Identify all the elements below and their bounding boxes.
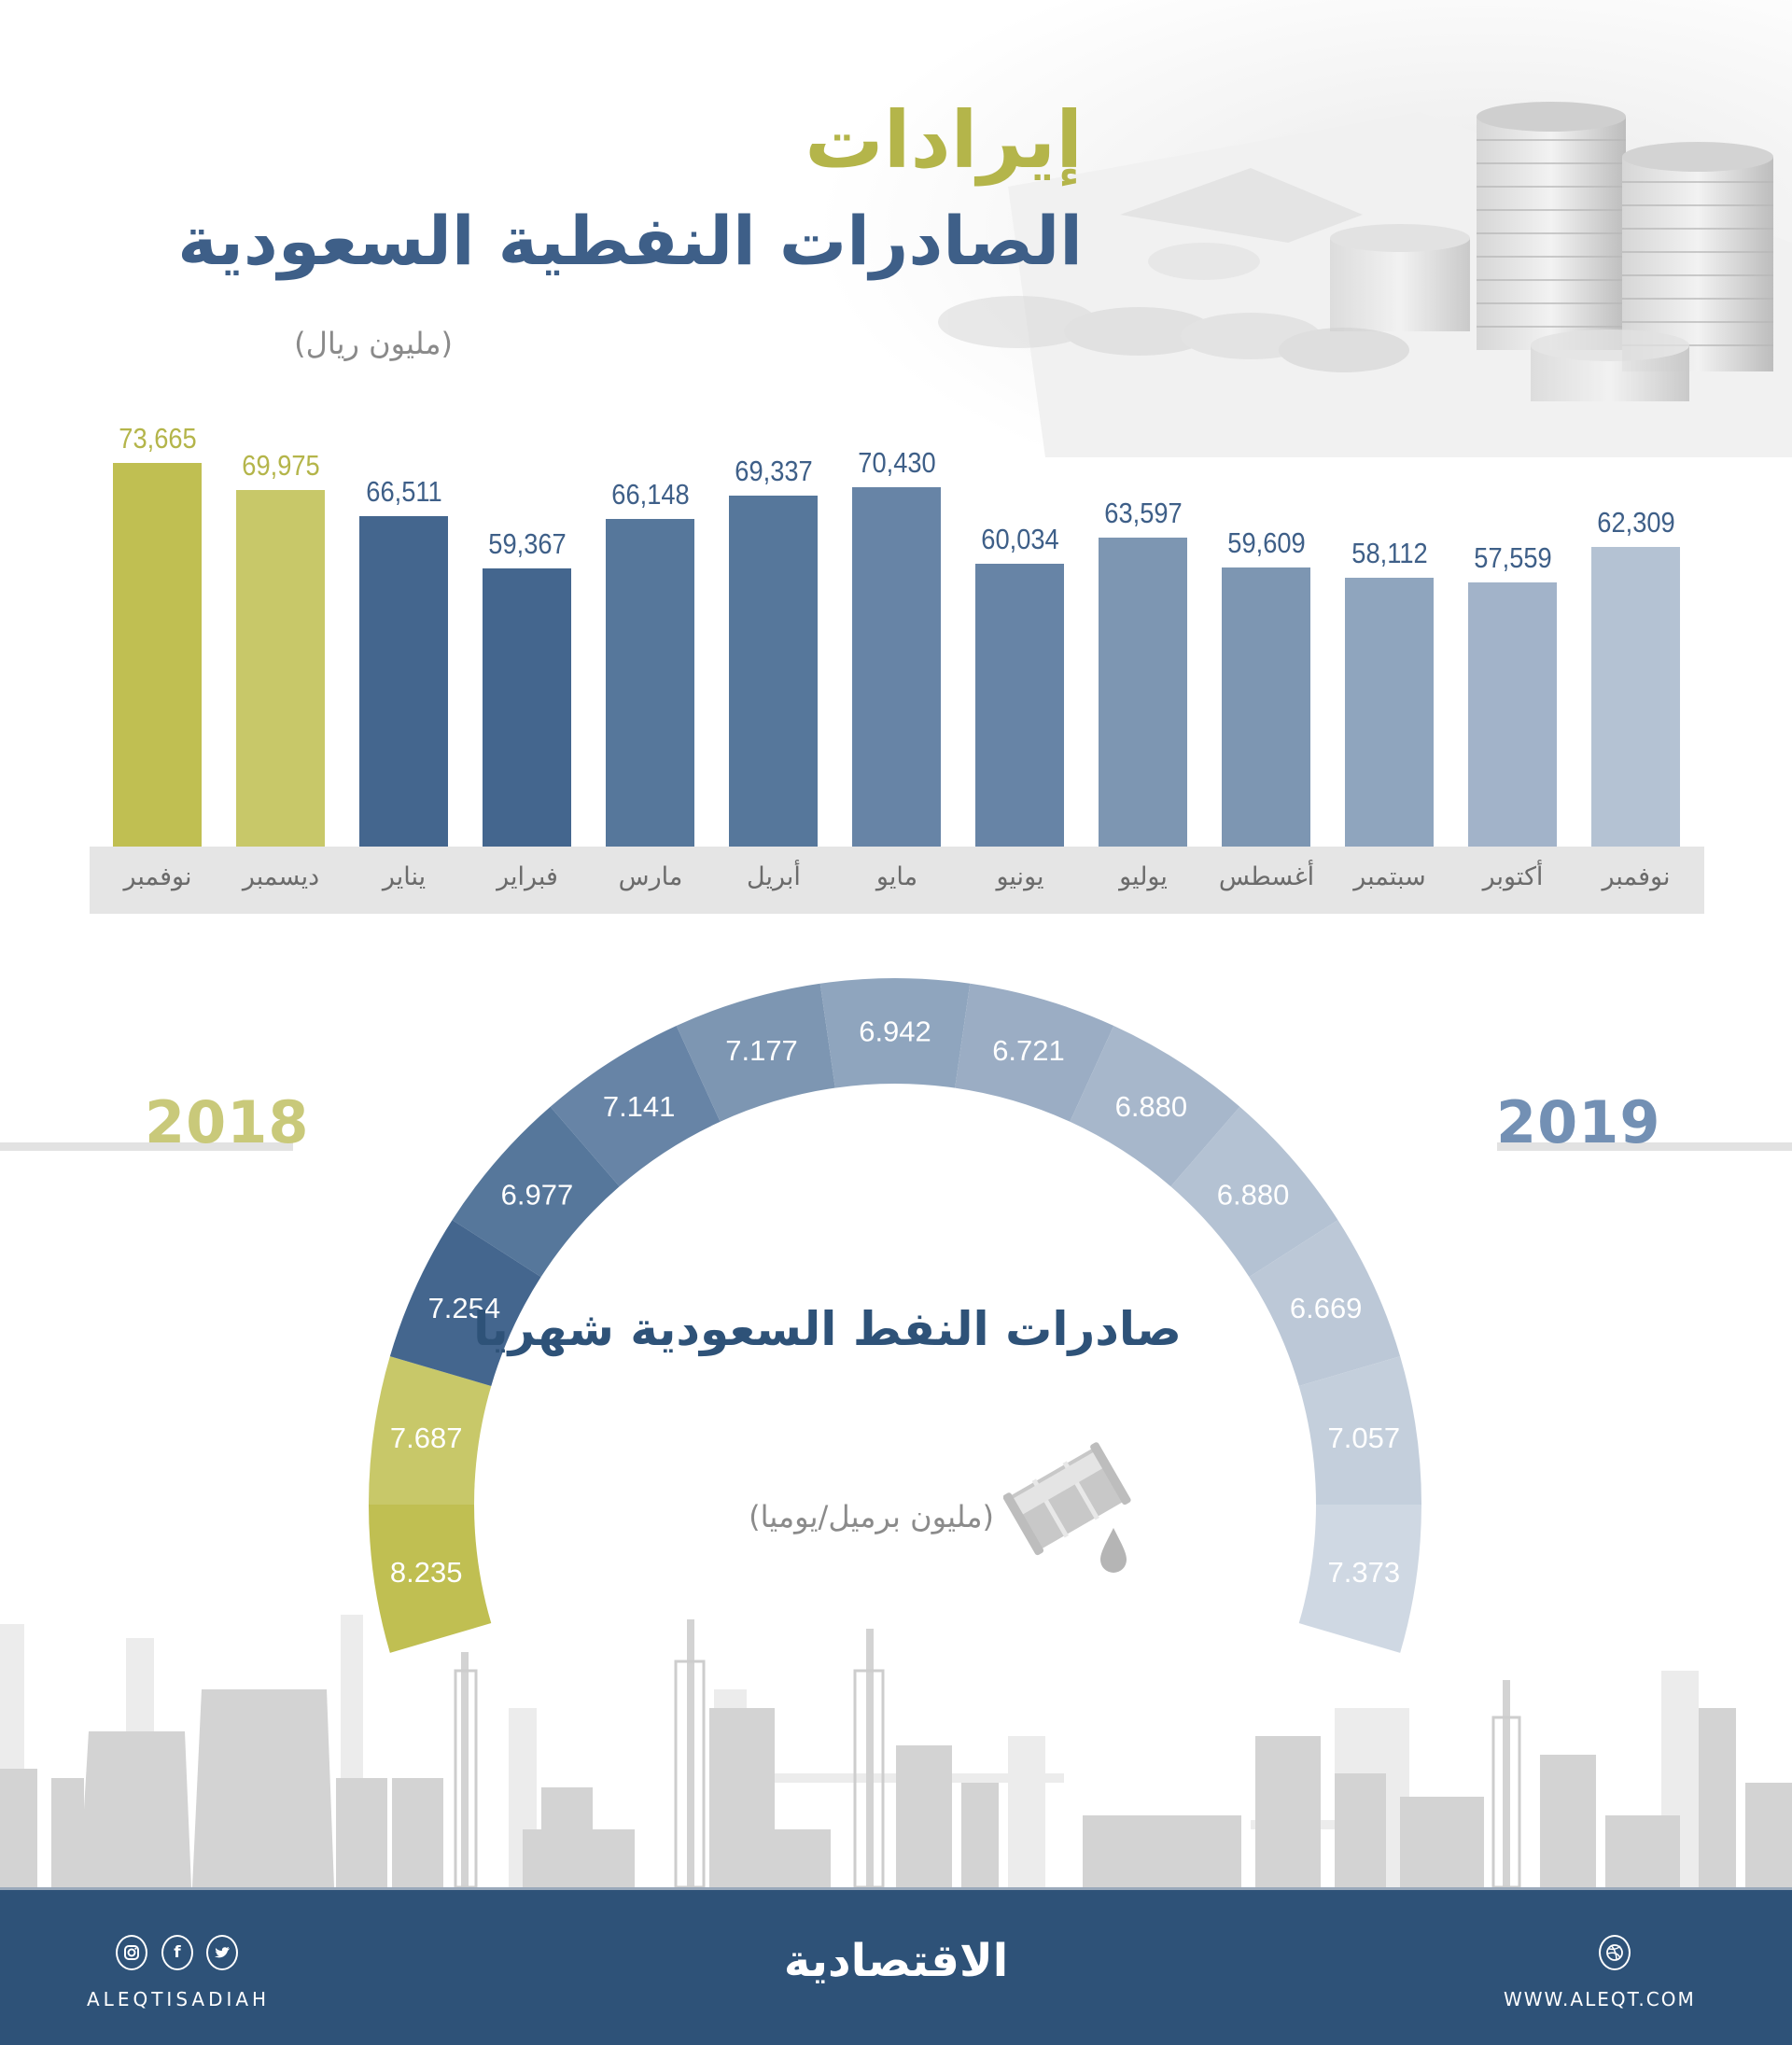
bar-value-label: 57,559: [1474, 541, 1552, 574]
bar-3: [483, 568, 571, 847]
arc-value-label: 6.721: [992, 1034, 1065, 1067]
arc-segment: [369, 1356, 492, 1505]
year-label-2019: 2019: [1496, 1088, 1661, 1156]
month-label: أبريل: [747, 862, 801, 891]
arc-segment: [1070, 1025, 1240, 1187]
arc-segment: [676, 983, 835, 1122]
bar-chart-unit-label: (مليون ريال): [294, 326, 453, 361]
month-label: ديسمبر: [242, 862, 320, 891]
arc-chart-unit-label: (مليون برميل/يوميا): [749, 1499, 994, 1534]
arc-segment: [1170, 1106, 1338, 1278]
arc-value-label: 6.977: [501, 1179, 574, 1212]
social-handle[interactable]: ALEQTISADIAH: [87, 1988, 271, 2010]
month-label: أكتوبر: [1482, 862, 1544, 891]
oil-barrel-icon: [1003, 1442, 1131, 1573]
bar-6: [852, 487, 941, 847]
footer-bar: f ALEQTISADIAH الاقتصادية WWW.ALEQT.COM: [0, 1887, 1792, 2045]
bar-7: [975, 564, 1064, 847]
arc-segment: [369, 1505, 492, 1653]
arc-segment: [1298, 1505, 1421, 1653]
loose-coins: [938, 243, 1409, 372]
aleqtisadiah-logo[interactable]: الاقتصادية: [783, 1935, 1009, 1987]
arc-value-label: 7.254: [428, 1292, 501, 1324]
arc-chart-title: صادرات النفط السعودية شهريا: [473, 1302, 1182, 1356]
bar-value-label: 66,148: [611, 478, 690, 511]
month-label: يونيو: [996, 862, 1044, 891]
month-label: يوليو: [1119, 862, 1168, 891]
month-label: أغسطس: [1218, 862, 1315, 891]
bar-2: [359, 516, 448, 847]
arc-value-label: 7.057: [1328, 1422, 1401, 1454]
industrial-skyline-background: [0, 1615, 1792, 1887]
dribbble-icon[interactable]: [1599, 1935, 1631, 1970]
month-label: مارس: [618, 862, 683, 891]
coin-stack-tall: [1477, 102, 1626, 350]
bar-11: [1468, 582, 1557, 847]
year-label-2018: 2018: [145, 1088, 310, 1156]
month-label: سبتمبر: [1353, 862, 1426, 891]
website-link[interactable]: WWW.ALEQT.COM: [1504, 1988, 1696, 2010]
title-saudi-oil-exports: الصادرات النفطية السعودية: [177, 202, 1083, 280]
bar-value-label: 69,337: [735, 455, 813, 487]
month-label: يناير: [382, 862, 427, 891]
bar-value-label: 59,367: [488, 527, 567, 560]
bar-value-label: 63,597: [1104, 497, 1183, 529]
month-label: فبراير: [497, 862, 558, 891]
arc-value-label: 7.373: [1328, 1556, 1401, 1589]
bar-value-label: 73,665: [119, 422, 197, 455]
bar-value-label: 59,609: [1227, 526, 1306, 559]
year-rule-2019: [1497, 1142, 1792, 1151]
bar-1: [236, 490, 325, 847]
revenue-bar-chart: 73,665 69,975 66,511 59,367 66,148 69,337 70,4…: [0, 0, 1792, 933]
bar-12: [1591, 547, 1680, 847]
arc-segment: [1249, 1220, 1401, 1386]
bar-10: [1345, 578, 1434, 847]
bar-value-label: 58,112: [1351, 537, 1428, 569]
bar-0: [113, 463, 202, 847]
arc-value-label: 6.669: [1290, 1292, 1363, 1324]
arc-segment: [1298, 1356, 1421, 1505]
title-revenue: إيرادات: [805, 94, 1083, 186]
arc-value-label: 6.880: [1115, 1090, 1188, 1123]
month-axis-band: [90, 847, 1704, 914]
arc-value-label: 6.942: [859, 1015, 931, 1048]
facebook-icon[interactable]: f: [161, 1935, 193, 1970]
arc-segment: [955, 983, 1114, 1122]
month-label: نوفمبر: [1602, 862, 1671, 891]
bar-value-label: 70,430: [858, 446, 936, 479]
twitter-icon[interactable]: [206, 1935, 238, 1970]
bar-9: [1222, 567, 1310, 847]
arc-segment: [389, 1220, 541, 1386]
year-rule-2018: [0, 1142, 293, 1151]
arc-segment: [819, 978, 971, 1088]
bar-4: [606, 519, 694, 847]
coins-background-image: [765, 0, 1792, 457]
bar-8: [1099, 538, 1187, 847]
bar-value-label: 62,309: [1597, 506, 1675, 539]
bar-value-label: 60,034: [981, 523, 1059, 555]
month-label: نوفمبر: [123, 862, 192, 891]
bar-value-label: 66,511: [366, 475, 442, 508]
arc-segment: [452, 1106, 620, 1278]
month-label: مايو: [875, 862, 918, 891]
arc-value-label: 6.880: [1217, 1179, 1290, 1212]
arc-value-label: 8.235: [390, 1556, 463, 1589]
instagram-icon[interactable]: [116, 1935, 147, 1970]
arc-value-label: 7.141: [603, 1090, 676, 1123]
arc-value-label: 7.687: [390, 1422, 463, 1454]
arc-value-label: 7.177: [725, 1034, 798, 1067]
arc-segment: [550, 1025, 721, 1187]
coin-stack-small: [1330, 224, 1689, 401]
bar-value-label: 69,975: [242, 449, 320, 482]
bar-5: [729, 496, 818, 847]
